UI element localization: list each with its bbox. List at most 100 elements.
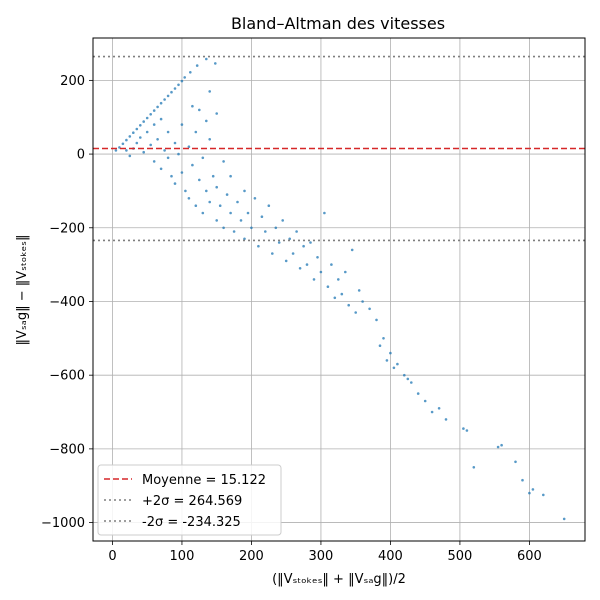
scatter-point — [152, 109, 156, 112]
chart-title: Bland–Altman des vitesses — [231, 14, 445, 33]
scatter-point — [368, 307, 371, 311]
scatter-point — [225, 193, 229, 196]
scatter-point — [437, 407, 441, 410]
scatter-point — [191, 163, 194, 167]
scatter-point — [195, 64, 199, 67]
scatter-point — [159, 167, 163, 171]
scatter-point — [173, 182, 177, 185]
scatter-point — [170, 174, 173, 178]
plot-frame — [92, 37, 586, 542]
scatter-point — [180, 123, 184, 126]
scatter-point — [149, 113, 152, 116]
scatter-point — [284, 259, 288, 263]
scatter-point — [139, 124, 142, 127]
scatter-point — [208, 200, 211, 204]
grid-lines — [93, 38, 585, 541]
scatter-point — [177, 152, 180, 156]
scatter-point — [135, 127, 139, 131]
y-tick-label: 200 — [60, 74, 85, 89]
scatter-point — [312, 278, 316, 281]
scatter-point — [201, 156, 205, 160]
y-tick-label: −400 — [49, 295, 85, 310]
scatter-point — [305, 263, 309, 266]
scatter-point — [135, 141, 139, 145]
scatter-point — [232, 230, 236, 233]
legend-plus-sigma-label: +2σ = 264.569 — [142, 494, 242, 509]
scatter-point — [180, 79, 184, 83]
scatter-point — [189, 71, 192, 74]
x-axis-label: (‖Vₛₜₒₖₑₛ‖ + ‖Vₛₐg‖)/2 — [272, 572, 406, 587]
scatter-point — [330, 263, 333, 266]
scatter-point — [222, 226, 225, 230]
scatter-point — [152, 160, 156, 163]
scatter-point — [337, 278, 340, 281]
scatter-point — [142, 150, 145, 154]
scatter-point — [125, 149, 128, 152]
scatter-point — [528, 491, 531, 495]
x-tick-label: 500 — [448, 549, 473, 564]
x-tick-label: 200 — [239, 549, 264, 564]
scatter-point — [288, 237, 292, 241]
scatter-point — [229, 211, 232, 215]
scatter-point — [243, 189, 246, 193]
scatter-point — [180, 171, 184, 174]
scatter-point — [257, 244, 260, 248]
scatter-point — [347, 303, 351, 307]
scatter-point — [333, 296, 337, 300]
y-axis-label: ‖Vₛₐg‖ − ‖Vₛₜₒₖₑₛ‖ — [15, 234, 30, 345]
scatter-point — [211, 174, 215, 178]
scatter-point — [218, 204, 222, 207]
scatter-point — [183, 76, 186, 79]
scatter-point — [253, 197, 257, 200]
scatter-point — [267, 204, 271, 207]
scatter-point — [350, 248, 354, 252]
scatter-point — [215, 112, 218, 115]
legend-minus-sigma-label: -2σ = -234.325 — [142, 515, 241, 530]
scatter-point — [309, 241, 312, 244]
scatter-point — [145, 130, 149, 134]
scatter-point — [159, 117, 163, 121]
scatter-point — [246, 211, 250, 215]
scatter-point — [281, 219, 285, 222]
scatter-point — [316, 255, 319, 259]
scatter-point — [205, 119, 208, 123]
scatter-point — [423, 399, 427, 403]
scatter-point — [208, 138, 211, 141]
scatter-point — [462, 427, 465, 430]
scatter-point — [500, 443, 503, 447]
scatter-point — [156, 138, 159, 141]
scatter-point — [465, 429, 469, 432]
reference-lines — [93, 55, 585, 242]
scatter-point — [514, 460, 517, 464]
scatter-point — [326, 285, 330, 289]
legend-mean-label: Moyenne = 15.122 — [142, 473, 266, 488]
scatter-point — [121, 142, 125, 146]
scatter-point — [125, 138, 128, 142]
x-tick-label: 100 — [170, 549, 195, 564]
scatter-point — [496, 445, 500, 449]
scatter-point — [214, 62, 217, 65]
scatter-point — [166, 130, 170, 134]
y-tick-label: −600 — [49, 369, 85, 384]
scatter-point — [277, 241, 281, 244]
scatter-point — [291, 252, 295, 255]
scatter-point — [521, 478, 524, 482]
scatter-point — [239, 219, 243, 222]
x-tick-label: 0 — [108, 549, 116, 564]
y-tick-label: −200 — [49, 221, 85, 236]
scatter-point — [205, 189, 208, 193]
x-axis: 0 100 200 300 400 500 600 — [108, 541, 542, 564]
scatter-point — [385, 359, 389, 362]
scatter-point — [236, 200, 239, 204]
scatter-point — [406, 377, 410, 381]
scatter-point — [382, 337, 385, 340]
scatter-point — [149, 143, 152, 147]
scatter-point — [354, 311, 358, 314]
scatter-points — [114, 57, 566, 521]
scatter-point — [243, 237, 246, 241]
scatter-point — [166, 156, 170, 160]
scatter-point — [184, 189, 187, 193]
scatter-point — [194, 130, 198, 134]
scatter-point — [302, 244, 305, 248]
y-tick-label: −1000 — [41, 516, 85, 531]
